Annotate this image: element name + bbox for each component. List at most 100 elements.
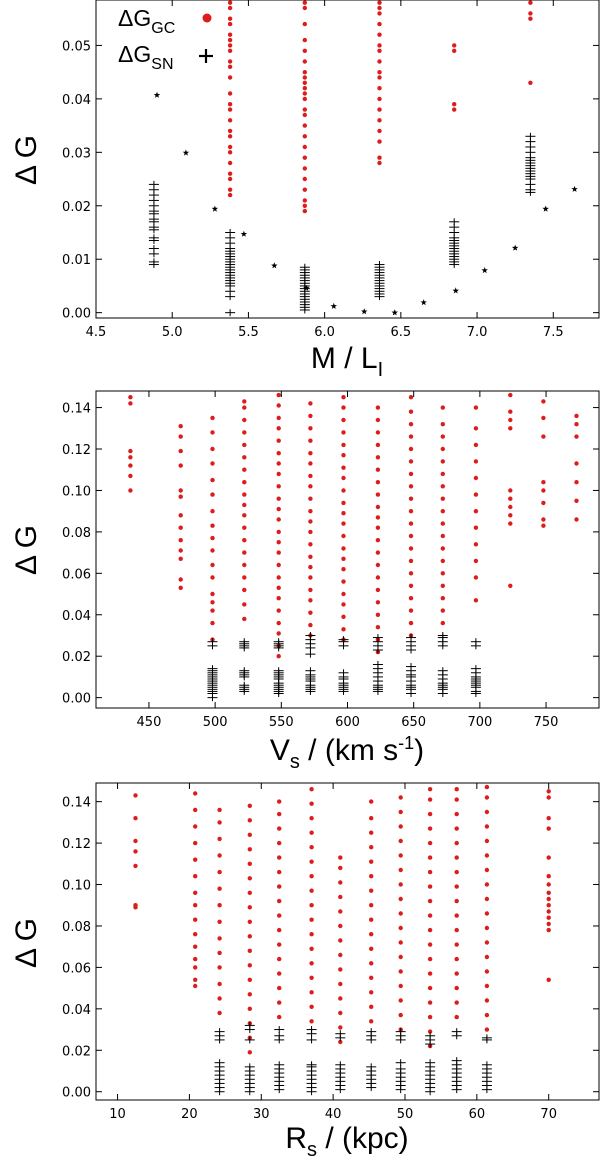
gc-point bbox=[308, 461, 313, 466]
gc-point bbox=[178, 585, 183, 590]
x-tick-label: 5.5 bbox=[238, 325, 259, 340]
gc-point bbox=[217, 919, 222, 924]
gc-point bbox=[398, 795, 403, 800]
y-tick: 0.00 bbox=[62, 1086, 599, 1101]
gc-point bbox=[408, 558, 414, 564]
y-axis-label-3: Δ G bbox=[10, 918, 43, 968]
gc-point bbox=[541, 488, 546, 493]
gc-point bbox=[574, 413, 579, 419]
x-tick: 5.5 bbox=[238, 0, 259, 340]
gc-point bbox=[375, 417, 381, 423]
gc-point bbox=[375, 575, 381, 580]
gc-point bbox=[341, 627, 346, 632]
gc-point bbox=[178, 556, 183, 561]
x-tick: 10 bbox=[109, 783, 126, 1122]
gc-point bbox=[408, 521, 414, 526]
gc-point bbox=[210, 477, 215, 483]
x-ticks-2: 450 500 550 600 650 700 750 bbox=[137, 391, 558, 730]
gc-point bbox=[227, 118, 233, 123]
gc-point bbox=[440, 496, 445, 501]
gc-point bbox=[338, 996, 343, 1001]
gc-point bbox=[398, 824, 403, 829]
gc-point bbox=[341, 533, 346, 539]
gc-point bbox=[408, 533, 414, 539]
gc-point bbox=[193, 857, 198, 862]
gc-point bbox=[276, 451, 281, 456]
gc-point bbox=[369, 874, 374, 879]
gc-point bbox=[377, 48, 382, 53]
sn-point bbox=[148, 245, 159, 253]
gc-point bbox=[369, 816, 374, 821]
gc-point bbox=[217, 853, 222, 858]
gc-point bbox=[227, 91, 233, 96]
gc-point bbox=[217, 950, 222, 956]
gc-point bbox=[454, 913, 459, 918]
gc-point bbox=[302, 96, 307, 102]
sn-point bbox=[425, 1059, 436, 1067]
gc-point bbox=[398, 838, 403, 844]
gc-point bbox=[454, 787, 459, 792]
gc-point bbox=[484, 853, 490, 858]
y-tick-label: 0.04 bbox=[62, 1003, 91, 1018]
gc-point bbox=[302, 59, 307, 64]
gc-point bbox=[341, 567, 346, 572]
gc-point bbox=[484, 867, 490, 873]
gc-point bbox=[541, 500, 546, 506]
gc-point bbox=[341, 602, 346, 607]
gc-point bbox=[308, 564, 313, 570]
gc-point bbox=[309, 903, 314, 908]
gc-point bbox=[454, 869, 459, 875]
gc-point bbox=[440, 509, 445, 514]
x-tick-label: 20 bbox=[181, 1107, 198, 1122]
gc-point bbox=[369, 946, 374, 951]
gc-point bbox=[454, 898, 459, 904]
gc-point bbox=[276, 496, 281, 501]
gc-point bbox=[546, 874, 551, 879]
gc-point bbox=[546, 896, 551, 902]
gc-point bbox=[302, 134, 307, 139]
star-point bbox=[420, 299, 427, 306]
panel-velocity: 450 500 550 600 650 700 750 0.000.020.040.060.… bbox=[10, 390, 600, 773]
gc-point bbox=[484, 911, 490, 916]
gc-point bbox=[398, 925, 403, 931]
gc-point bbox=[242, 550, 247, 555]
gc-point bbox=[484, 784, 490, 790]
gc-point bbox=[377, 128, 382, 134]
gc-point bbox=[338, 865, 343, 871]
gc-point bbox=[341, 430, 346, 435]
gc-point bbox=[309, 917, 314, 922]
gc-point bbox=[277, 913, 282, 918]
gc-point bbox=[546, 903, 551, 908]
gc-point bbox=[242, 616, 247, 622]
sn-point bbox=[239, 638, 250, 646]
gc-point bbox=[210, 575, 215, 580]
sn-points-1 bbox=[148, 132, 536, 317]
gc-point bbox=[473, 475, 479, 481]
gc-point bbox=[484, 882, 490, 887]
gc-point bbox=[408, 395, 414, 400]
y-tick: 0.12 bbox=[62, 837, 599, 852]
gc-point bbox=[193, 840, 198, 846]
gc-point bbox=[309, 1004, 314, 1009]
star-point bbox=[153, 91, 161, 98]
gc-point bbox=[574, 480, 579, 485]
gc-point bbox=[227, 176, 233, 182]
gc-point bbox=[484, 969, 490, 974]
gc-point bbox=[508, 496, 513, 501]
y-tick: 0.01 bbox=[62, 253, 599, 268]
gc-point bbox=[133, 863, 138, 869]
gc-point bbox=[341, 465, 346, 470]
gc-point bbox=[375, 430, 381, 435]
gc-point bbox=[242, 492, 247, 497]
gc-point bbox=[541, 399, 546, 404]
gc-point bbox=[377, 70, 382, 75]
gc-point bbox=[308, 438, 313, 443]
gc-point bbox=[302, 0, 307, 5]
gc-point bbox=[508, 583, 513, 588]
gc-point bbox=[242, 417, 247, 423]
gc-point bbox=[277, 840, 282, 846]
gc-point bbox=[408, 583, 414, 588]
gc-point bbox=[473, 509, 479, 514]
gc-point bbox=[574, 498, 579, 503]
gc-point bbox=[546, 882, 551, 887]
